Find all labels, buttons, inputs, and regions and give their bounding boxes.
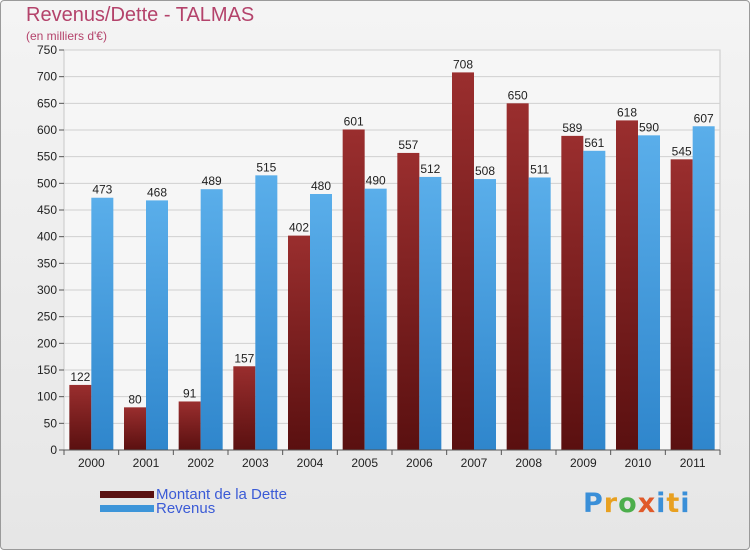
logo-letter: x xyxy=(637,488,657,519)
y-tick-label: 600 xyxy=(37,123,57,137)
chart-title: Revenus/Dette - TALMAS xyxy=(26,4,255,26)
x-tick-label: 2008 xyxy=(515,456,542,470)
y-tick-label: 550 xyxy=(37,150,57,164)
y-tick-label: 450 xyxy=(37,203,57,217)
x-tick-label: 2003 xyxy=(242,456,269,470)
revenue-bar xyxy=(310,194,332,450)
debt-value-label: 402 xyxy=(289,221,309,235)
y-tick-label: 0 xyxy=(50,443,57,457)
legend-debt: Montant de la Dette xyxy=(100,486,287,503)
debt-bar xyxy=(124,407,146,450)
debt-value-label: 91 xyxy=(183,386,197,400)
y-tick-label: 250 xyxy=(37,310,57,324)
debt-bar xyxy=(452,72,474,451)
legend-debt-swatch xyxy=(100,491,154,498)
chart-subtitle: (en milliers d'€) xyxy=(26,29,107,43)
y-tick-label: 300 xyxy=(37,283,57,297)
revenue-value-label: 561 xyxy=(584,136,604,150)
debt-bar xyxy=(288,235,310,450)
x-tick-label: 2007 xyxy=(461,456,488,470)
x-axis-ticks: 2000 2001 2002 2003 2004 2005 2006 2007 2008 2009… xyxy=(63,449,721,470)
revenue-bar xyxy=(364,188,387,450)
revenue-bar xyxy=(255,175,278,451)
legend-revenue-swatch xyxy=(100,505,154,512)
debt-value-label: 650 xyxy=(508,88,528,102)
x-tick-label: 2011 xyxy=(680,456,706,470)
legend-revenue: Revenus xyxy=(100,500,215,517)
bars xyxy=(69,72,715,451)
revenue-value-label: 512 xyxy=(420,162,440,176)
debt-bar xyxy=(506,103,529,450)
revenue-bar xyxy=(146,200,168,450)
revenue-bar xyxy=(474,179,496,451)
x-tick-label: 2004 xyxy=(297,456,324,470)
revenue-bar xyxy=(583,150,606,451)
revenue-value-label: 490 xyxy=(366,174,386,188)
revenue-value-label: 607 xyxy=(694,111,714,125)
legend-revenue-label: Revenus xyxy=(156,500,216,517)
x-tick-label: 2010 xyxy=(625,456,652,470)
debt-value-label: 557 xyxy=(398,138,418,152)
y-tick-label: 150 xyxy=(37,363,57,377)
legend-debt-label: Montant de la Dette xyxy=(156,486,287,503)
y-tick-label: 500 xyxy=(37,176,57,190)
revenue-bar xyxy=(638,135,660,451)
debt-value-label: 545 xyxy=(672,144,692,158)
debt-bar xyxy=(670,159,693,451)
y-tick-label: 100 xyxy=(37,390,57,404)
y-tick-label: 400 xyxy=(37,230,57,244)
x-tick-label: 2009 xyxy=(570,456,597,470)
x-tick-label: 2002 xyxy=(187,456,214,470)
logo-letter: i xyxy=(680,488,691,519)
revenue-value-label: 473 xyxy=(92,183,112,197)
proxiti-logo: Proxiti xyxy=(583,488,691,519)
revenue-bar xyxy=(528,177,551,450)
y-tick-label: 750 xyxy=(37,43,57,57)
logo-letter: o xyxy=(618,488,638,519)
logo-letter: P xyxy=(583,488,604,519)
logo-letter: t xyxy=(666,488,681,519)
x-tick-label: 2000 xyxy=(78,456,105,470)
revenue-bar xyxy=(200,189,223,450)
debt-bar xyxy=(397,152,420,450)
logo-letter: i xyxy=(656,488,667,519)
logo-letter: r xyxy=(603,488,619,519)
debt-bar xyxy=(233,366,256,450)
debt-bar xyxy=(69,384,92,450)
revenue-value-label: 489 xyxy=(202,174,222,188)
debt-value-label: 618 xyxy=(617,105,637,119)
revenue-value-label: 468 xyxy=(147,185,167,199)
y-axis-ticks: 0 50 100 150 200 250 300 350 400 450 500 550 600 650 7… xyxy=(37,43,64,457)
y-tick-label: 200 xyxy=(37,336,57,350)
data-labels: 122 473 80 468 91 489 157 515 402 480 601 490 557512… xyxy=(70,57,714,406)
debt-bar xyxy=(178,401,201,450)
x-tick-label: 2006 xyxy=(406,456,433,470)
debt-value-label: 157 xyxy=(234,351,254,365)
revenue-value-label: 511 xyxy=(530,162,549,176)
debt-value-label: 601 xyxy=(344,114,364,128)
x-tick-label: 2001 xyxy=(133,456,160,470)
debt-value-label: 122 xyxy=(70,370,90,384)
debt-bar xyxy=(342,129,365,450)
revenue-value-label: 508 xyxy=(475,164,495,178)
debt-bar xyxy=(616,120,638,451)
debt-value-label: 708 xyxy=(453,57,473,71)
y-tick-label: 700 xyxy=(37,70,57,84)
revenue-bar xyxy=(692,126,715,451)
revenue-value-label: 480 xyxy=(311,179,331,193)
y-tick-label: 650 xyxy=(37,96,57,110)
debt-value-label: 80 xyxy=(128,392,142,406)
y-tick-label: 350 xyxy=(37,256,57,270)
revenue-bar xyxy=(419,176,442,450)
x-tick-label: 2005 xyxy=(351,456,378,470)
revenue-bar xyxy=(91,197,114,450)
plot-area xyxy=(63,49,721,451)
revenue-value-label: 515 xyxy=(256,160,276,174)
debt-bar xyxy=(561,135,584,450)
revenue-value-label: 590 xyxy=(639,120,659,134)
debt-value-label: 589 xyxy=(562,121,582,135)
y-tick-label: 50 xyxy=(44,416,58,430)
